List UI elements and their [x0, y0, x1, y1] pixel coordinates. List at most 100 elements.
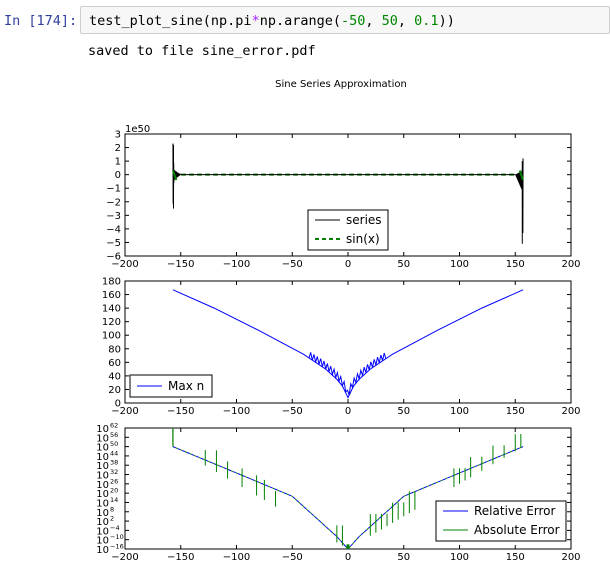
code-token: -50: [340, 13, 366, 29]
code-token: )): [438, 13, 455, 29]
y-tick-label: 10: [96, 498, 109, 509]
x-tick-label: −100: [223, 552, 250, 563]
y-tick-label: 160: [102, 290, 121, 301]
y-tick-label: −5: [106, 238, 121, 249]
y-tick-label: −6: [106, 252, 121, 263]
y-tick-label: 80: [108, 344, 121, 355]
y-tick-label: 0: [115, 170, 121, 181]
y-tick-label: 10: [96, 508, 109, 519]
code-cell-input[interactable]: test_plot_sine(np.pi*np.arange(-50, 50, …: [80, 6, 610, 34]
x-tick-label: 200: [561, 259, 580, 270]
y-tick-exponent: 56: [110, 431, 118, 439]
y-tick-base: 10: [96, 545, 109, 556]
y-tick-label: 10: [96, 424, 109, 435]
legend-label: Max n: [168, 379, 204, 393]
code-token: 50: [381, 13, 398, 29]
legend-label: Absolute Error: [474, 523, 560, 537]
code-token: test_plot_sine(np.pi: [89, 13, 252, 29]
legend-2: Max n: [129, 374, 213, 398]
code-token: ,: [365, 13, 382, 29]
y-tick-label: −1: [106, 184, 121, 195]
legend-label: Relative Error: [474, 504, 556, 518]
x-tick-label: 0: [345, 259, 351, 270]
y-tick-label: 60: [108, 358, 121, 369]
legend-box: [307, 209, 389, 251]
y-tick-base: 10: [96, 498, 109, 509]
y-tick-label: 10: [96, 480, 109, 491]
x-tick-label: −150: [167, 552, 194, 563]
code-token: np.arange(: [259, 13, 341, 29]
x-tick-label: 0: [345, 552, 351, 563]
x-tick-label: 100: [450, 406, 469, 417]
y-tick-base: 10: [96, 471, 109, 482]
y-tick-exponent: 32: [110, 468, 118, 476]
sin-end-left: [172, 170, 178, 181]
x-tick-label: 200: [561, 552, 580, 563]
y-tick-label: 10: [96, 517, 109, 528]
y-tick-exponent: 2: [110, 515, 114, 523]
figure-title: Sine Series Approximation: [275, 79, 407, 90]
y-tick-base: 10: [96, 508, 109, 519]
code-line: test_plot_sine(np.pi*np.arange(-50, 50, …: [89, 13, 455, 29]
x-tick-label: −200: [111, 552, 138, 563]
x-tick-label: 50: [397, 552, 410, 563]
y-tick-label: 10: [96, 526, 109, 537]
x-tick-label: −50: [282, 406, 303, 417]
y-tick-label: 1: [115, 157, 121, 168]
series-line-max-n: [172, 289, 524, 399]
legend-box: [129, 374, 213, 398]
y-tick-label: 10: [96, 461, 109, 472]
legend-3: Relative Error Absolute Error: [435, 500, 567, 542]
x-tick-label: 200: [561, 406, 580, 417]
x-tick-label: −200: [111, 259, 138, 270]
y-tick-label: 10: [96, 443, 109, 454]
y-tick-label: 10: [96, 545, 109, 556]
y-tick-label: 10: [96, 433, 109, 444]
sin-end-right: [518, 170, 524, 181]
y-tick-base: 10: [96, 536, 109, 547]
y-tick-label: 20: [108, 385, 121, 396]
code-token: *: [251, 13, 260, 29]
plot-area-2: [172, 289, 524, 399]
y-tick-label: 40: [108, 371, 121, 382]
y-tick-label: 140: [102, 304, 121, 315]
code-token: ,: [397, 13, 415, 29]
series-line-absolute-error: [172, 446, 524, 550]
y-tick-label: 2: [115, 143, 121, 154]
code-token: 0.1: [414, 13, 439, 29]
x-tick-label: 50: [397, 259, 410, 270]
legend-box: [435, 500, 567, 542]
y-tick-exponent: 14: [110, 496, 118, 504]
y-tick-base: 10: [96, 489, 109, 500]
y-scale-note: 1e50: [125, 124, 150, 135]
y-tick-label: −2: [106, 197, 121, 208]
y-tick-base: 10: [96, 452, 109, 463]
y-tick-base: 10: [96, 526, 109, 537]
y-tick-exponent: 44: [110, 449, 118, 457]
x-tick-label: −150: [167, 259, 194, 270]
y-tick-exponent: −10: [110, 533, 124, 541]
y-tick-base: 10: [96, 461, 109, 472]
x-tick-label: −200: [111, 406, 138, 417]
y-tick-label: 3: [115, 130, 121, 141]
legend-label: sin(x): [346, 232, 380, 246]
y-tick-base: 10: [96, 424, 109, 435]
x-tick-label: 0: [345, 406, 351, 417]
y-tick-label: 10: [96, 489, 109, 500]
y-tick-exponent: 50: [110, 440, 118, 448]
y-tick-exponent: 62: [110, 422, 118, 430]
x-tick-label: −50: [282, 552, 303, 563]
x-tick-label: −100: [223, 259, 250, 270]
y-tick-label: 120: [102, 317, 121, 328]
plot-area-1: [172, 143, 524, 244]
y-tick-exponent: 38: [110, 459, 118, 467]
y-tick-label: −3: [106, 211, 121, 222]
y-tick-exponent: −4: [110, 524, 120, 532]
y-tick-label: 0: [115, 399, 121, 410]
y-tick-base: 10: [96, 443, 109, 454]
x-tick-label: 150: [506, 552, 525, 563]
x-tick-label: 150: [506, 259, 525, 270]
y-tick-exponent: 20: [110, 487, 118, 495]
series-jitter-max-n: [308, 352, 387, 396]
